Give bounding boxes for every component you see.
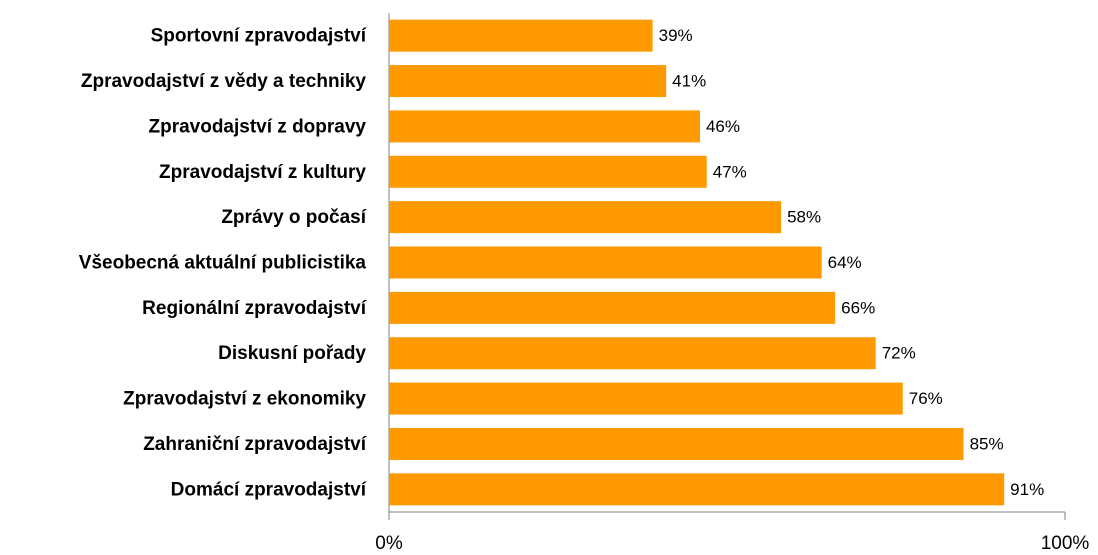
value-label: 47% — [713, 162, 747, 181]
bar — [389, 337, 876, 370]
category-label: Domácí zpravodajství — [171, 479, 367, 500]
value-label: 85% — [970, 434, 1004, 453]
category-label: Zahraniční zpravodajství — [143, 434, 367, 455]
bar — [389, 19, 653, 52]
category-label: Regionální zpravodajství — [142, 298, 367, 319]
value-label: 46% — [706, 117, 740, 136]
bar — [389, 246, 822, 279]
value-label: 72% — [882, 344, 916, 363]
bar — [389, 155, 707, 188]
category-label: Zpravodajství z kultury — [159, 162, 366, 183]
category-label: Zpravodajství z vědy a techniky — [81, 71, 367, 92]
value-label: 41% — [672, 72, 706, 91]
value-label: 58% — [787, 208, 821, 227]
x-tick-label: 0% — [375, 533, 403, 554]
category-label: Diskusní pořady — [218, 343, 366, 364]
value-label: 64% — [828, 253, 862, 272]
category-label: Všeobecná aktuální publicistika — [79, 253, 367, 274]
value-label: 66% — [841, 298, 875, 317]
value-label: 76% — [909, 389, 943, 408]
bar — [389, 473, 1005, 506]
category-label: Sportovní zpravodajství — [151, 26, 367, 47]
bar — [389, 291, 836, 324]
value-label: 39% — [659, 26, 693, 45]
bar — [389, 65, 667, 98]
value-label: 91% — [1010, 480, 1044, 499]
bar — [389, 427, 964, 460]
bar — [389, 382, 903, 415]
bar — [389, 201, 782, 234]
x-tick-label: 100% — [1041, 533, 1090, 554]
category-label: Zprávy o počasí — [221, 207, 366, 228]
category-label: Zpravodajství z ekonomiky — [123, 389, 366, 410]
category-label: Zpravodajství z dopravy — [148, 116, 366, 137]
bar — [389, 110, 700, 143]
